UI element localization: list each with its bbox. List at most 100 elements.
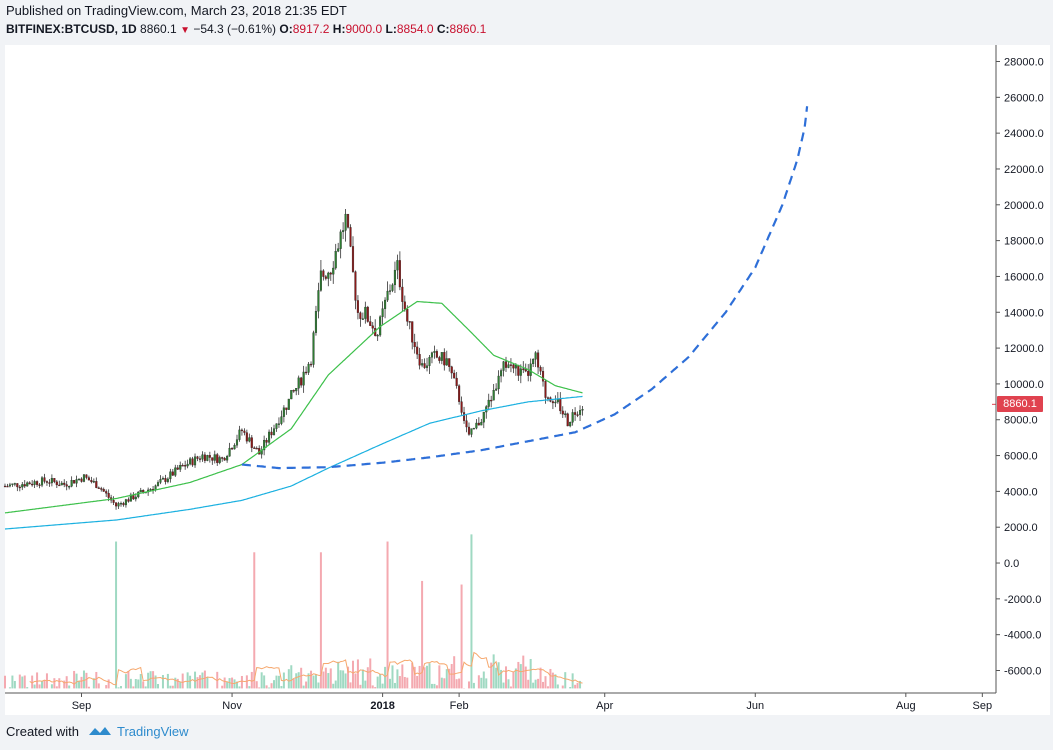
volume-bar (307, 673, 310, 689)
candle-body (221, 457, 224, 459)
volume-bar (235, 681, 238, 689)
volume-bar (85, 672, 88, 689)
volume-bar (401, 664, 404, 689)
candle-body (517, 364, 520, 376)
volume-bar (359, 684, 362, 689)
candle-body (475, 422, 478, 429)
candle-body (403, 301, 406, 310)
volume-bar (166, 673, 169, 689)
y-tick-label: 26000.0 (1004, 92, 1044, 104)
volume-bar (482, 671, 485, 689)
candle-body (226, 456, 229, 461)
volume-bar (97, 683, 100, 689)
y-tick-label: -2000.0 (1004, 594, 1041, 606)
volume-bar (292, 679, 295, 689)
volume-bar (398, 676, 401, 689)
candle-body (8, 484, 11, 487)
candle-body (416, 346, 419, 355)
candle-body (100, 488, 103, 490)
candle-body (189, 458, 192, 465)
candle-body (337, 248, 340, 252)
volume-bar (245, 675, 248, 689)
volume-bar (448, 668, 451, 689)
volume-bar (347, 666, 350, 689)
volume-bar (186, 672, 189, 689)
candle-body (504, 361, 508, 368)
volume-bar (356, 659, 359, 689)
volume-bar (4, 675, 6, 689)
tradingview-brand[interactable]: TradingView (116, 723, 189, 739)
volume-bar (455, 679, 458, 689)
candle-body (216, 454, 219, 463)
volume-bar (379, 674, 382, 689)
volume-bar (576, 682, 579, 689)
last-price: 8860.1 (140, 22, 177, 36)
created-with-label: Created with (6, 723, 79, 739)
candle-body (28, 482, 31, 485)
volume-bar (58, 678, 61, 689)
candle-body (356, 300, 359, 313)
volume-bar (344, 673, 347, 689)
candle-body (92, 481, 95, 483)
volume-bar (258, 687, 261, 689)
volume-bar (361, 669, 364, 689)
x-tick-label: Aug (896, 700, 916, 712)
volume-bar (161, 675, 164, 689)
candle-body (198, 458, 202, 460)
candle-body (21, 484, 24, 488)
candle-body (465, 420, 468, 428)
volume-bar (194, 671, 197, 689)
volume-bar (423, 667, 426, 689)
volume-bar (319, 552, 322, 689)
candle-body (58, 484, 61, 487)
volume-bar (327, 673, 330, 689)
candle-body (159, 479, 162, 483)
volume-bar (324, 667, 327, 689)
volume-bar (440, 677, 443, 689)
candle-body (95, 481, 98, 488)
volume-bar (144, 686, 147, 689)
tradingview-logo-icon (88, 727, 111, 735)
candle-body (248, 437, 251, 442)
candle-body (75, 479, 78, 484)
volume-bar (544, 676, 547, 689)
volume-ma-line (29, 651, 583, 686)
candle-body (443, 352, 446, 366)
volume-bar (411, 662, 414, 689)
chart-frame[interactable] (5, 45, 1050, 715)
candle-body (307, 363, 310, 373)
candle-body (255, 447, 258, 450)
y-tick-label: 0.0 (1004, 558, 1019, 570)
candle-body (428, 357, 431, 366)
candle-body (534, 352, 537, 360)
candle-body (36, 481, 39, 485)
volume-bar (524, 666, 527, 689)
candle-body (369, 321, 372, 326)
candle-body (231, 447, 234, 450)
volume-bar (75, 673, 78, 689)
candle-body (495, 388, 498, 391)
candle-body (275, 423, 278, 429)
volume-bar (376, 676, 379, 689)
volume-bar (169, 685, 172, 689)
volume-bar (68, 685, 71, 689)
candle-body (171, 471, 174, 476)
volume-bar (334, 680, 337, 689)
volume-bar (132, 686, 135, 689)
volume-bar (174, 677, 177, 689)
volume-bar (152, 671, 155, 689)
candle-body (546, 397, 550, 399)
candle-body (578, 410, 582, 415)
candle-body (280, 416, 283, 424)
volume-bar (569, 687, 572, 689)
candle-body (435, 351, 438, 358)
candle-body (314, 311, 318, 333)
volume-bar (38, 684, 41, 689)
volume-bar (87, 686, 90, 689)
volume-bar (386, 541, 389, 689)
y-tick-label: -4000.0 (1004, 630, 1041, 642)
candle-body (384, 299, 387, 309)
volume-bar (537, 678, 540, 689)
volume-bar (270, 683, 273, 689)
